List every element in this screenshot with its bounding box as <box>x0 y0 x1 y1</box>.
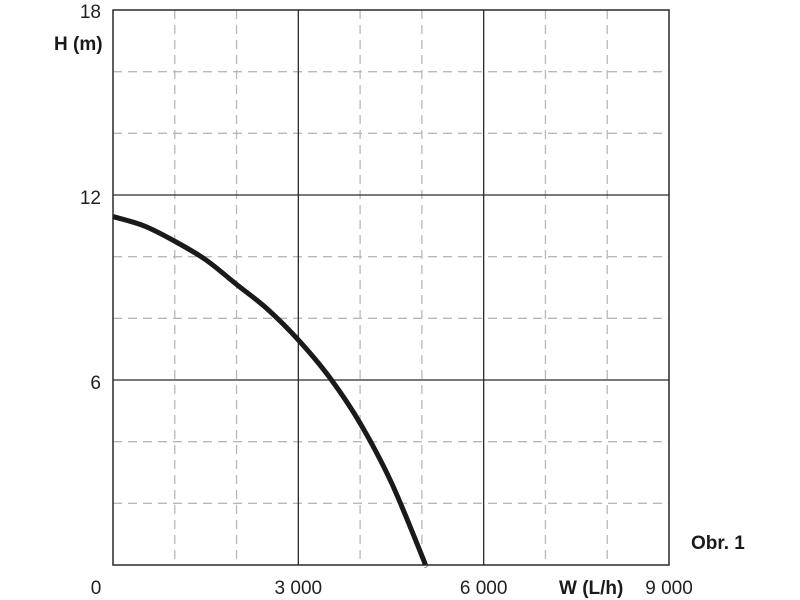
plot-border <box>112 9 670 566</box>
y-tick-labels: 6 12 18 <box>80 2 101 394</box>
y-tick-label: 6 <box>90 373 101 394</box>
y-tick-label: 18 <box>80 2 101 23</box>
x-axis-title: W (L/h) <box>559 578 623 599</box>
x-tick-label: 9 000 <box>645 578 693 599</box>
x-tick-label: 0 <box>91 578 102 599</box>
y-tick-label: 12 <box>80 188 101 209</box>
x-tick-label: 3 000 <box>275 578 323 599</box>
x-tick-label: 6 000 <box>460 578 508 599</box>
pump-curve-line <box>112 214 428 568</box>
y-axis-title: H (m) <box>54 34 103 55</box>
major-grid <box>113 10 669 565</box>
series-layer <box>112 214 428 568</box>
figure-label: Obr. 1 <box>691 533 745 554</box>
x-tick-labels: 0 3 000 6 000 9 000 <box>91 578 693 599</box>
plot-frame <box>112 9 670 566</box>
